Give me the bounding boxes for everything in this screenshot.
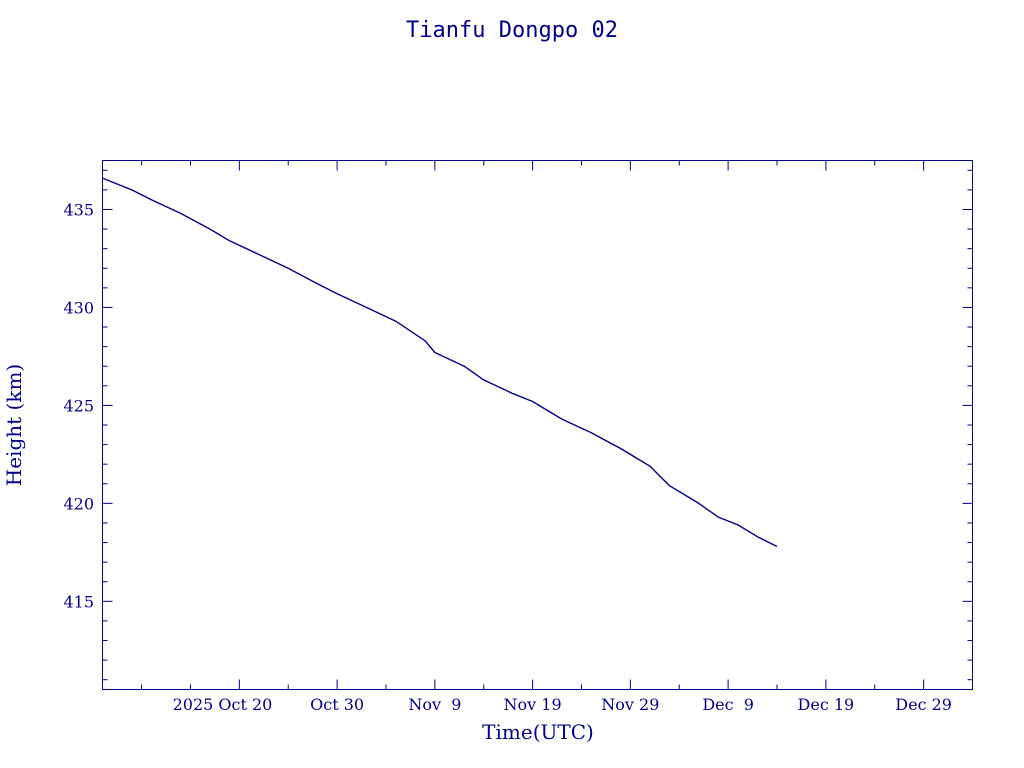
chart-title: Tianfu Dongpo 02 [406, 18, 618, 43]
x-tick-label: Dec 29 [895, 695, 952, 714]
y-tick-label: 415 [63, 592, 94, 611]
plot-frame [102, 160, 973, 690]
series-group [102, 177, 778, 548]
x-axis-tick-labels: 2025 Oct 20 Oct 30 Nov 9 Nov 19 Nov 29 Dec 9 D… [173, 695, 952, 714]
y-tick-label: 430 [63, 298, 94, 317]
y-axis-ticks [102, 169, 973, 681]
x-tick-label: Nov 9 [408, 695, 461, 714]
x-tick-label: Nov 29 [601, 695, 659, 714]
series-line [102, 177, 778, 548]
y-tick-label: 435 [63, 200, 94, 219]
x-tick-label: Dec 9 [702, 695, 754, 714]
x-axis-label: Time(UTC) [482, 720, 594, 744]
y-axis-label: Height (km) [2, 364, 26, 486]
x-tick-label: Oct 30 [310, 695, 364, 714]
x-tick-label: Nov 19 [504, 695, 562, 714]
x-tick-label: 2025 Oct 20 [173, 695, 273, 714]
y-tick-label: 420 [63, 494, 94, 513]
y-tick-label: 425 [63, 396, 94, 415]
y-axis-tick-labels: 415 420 425 430 435 [63, 200, 94, 611]
x-tick-label: Dec 19 [798, 695, 855, 714]
plot-area [102, 160, 973, 690]
x-axis-ticks [141, 160, 925, 690]
